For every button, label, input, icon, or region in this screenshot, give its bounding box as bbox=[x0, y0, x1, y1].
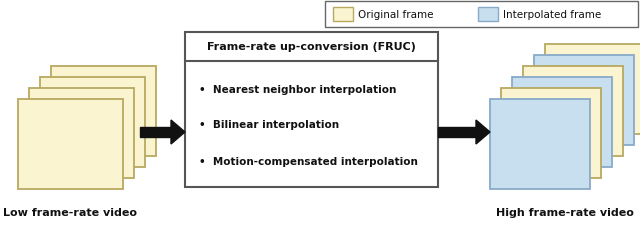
FancyBboxPatch shape bbox=[40, 78, 145, 167]
FancyBboxPatch shape bbox=[51, 67, 156, 156]
FancyBboxPatch shape bbox=[534, 56, 634, 145]
FancyBboxPatch shape bbox=[333, 8, 353, 22]
FancyBboxPatch shape bbox=[29, 89, 134, 178]
FancyBboxPatch shape bbox=[478, 8, 498, 22]
Text: Original frame: Original frame bbox=[358, 10, 433, 20]
FancyBboxPatch shape bbox=[545, 45, 640, 134]
Text: •  Bilinear interpolation: • Bilinear interpolation bbox=[199, 119, 339, 129]
Text: •  Motion-compensated interpolation: • Motion-compensated interpolation bbox=[199, 156, 418, 166]
Text: Low frame-rate video: Low frame-rate video bbox=[3, 207, 137, 217]
FancyBboxPatch shape bbox=[523, 67, 623, 156]
FancyBboxPatch shape bbox=[18, 99, 123, 189]
FancyBboxPatch shape bbox=[501, 89, 601, 178]
FancyBboxPatch shape bbox=[438, 127, 476, 137]
FancyBboxPatch shape bbox=[325, 2, 638, 28]
Text: •  Nearest neighbor interpolation: • Nearest neighbor interpolation bbox=[199, 85, 396, 94]
Text: Frame-rate up-conversion (FRUC): Frame-rate up-conversion (FRUC) bbox=[207, 42, 416, 52]
Polygon shape bbox=[171, 120, 185, 144]
Text: Interpolated frame: Interpolated frame bbox=[503, 10, 601, 20]
FancyBboxPatch shape bbox=[512, 78, 612, 167]
FancyBboxPatch shape bbox=[140, 127, 171, 137]
Text: High frame-rate video: High frame-rate video bbox=[496, 207, 634, 217]
Polygon shape bbox=[476, 120, 490, 144]
FancyBboxPatch shape bbox=[490, 99, 590, 189]
FancyBboxPatch shape bbox=[185, 33, 438, 187]
